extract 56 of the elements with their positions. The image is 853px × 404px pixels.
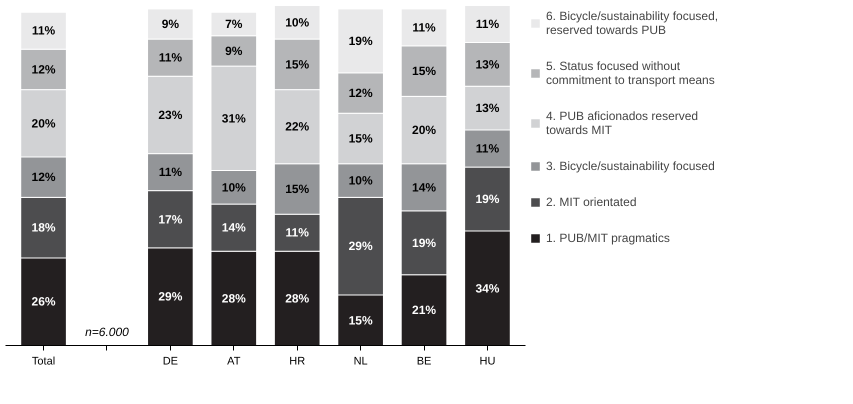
x-tick-label: NL (354, 356, 368, 368)
data-label: 28% (285, 291, 310, 306)
data-label: 13% (475, 57, 500, 72)
data-label: 11% (476, 17, 500, 32)
data-label: 29% (348, 239, 373, 254)
data-label: 11% (158, 50, 182, 65)
data-label: 19% (475, 192, 500, 206)
x-tick-label: DE (162, 356, 178, 368)
data-label: 11% (286, 226, 310, 240)
data-label: 23% (158, 108, 183, 122)
data-label: 9% (225, 44, 243, 58)
data-label: 15% (285, 182, 310, 196)
data-label: 14% (222, 220, 246, 235)
data-label: 21% (412, 303, 436, 318)
data-label: 10% (222, 180, 246, 194)
data-label: 17% (158, 212, 183, 226)
data-label: 10% (348, 174, 373, 188)
x-tick-label: HU (480, 356, 496, 368)
legend-label: 6. Bicycle/sustainability focused, reserved towards PUB (546, 9, 718, 37)
data-label: 28% (222, 291, 246, 306)
data-label: 11% (412, 20, 436, 34)
x-tick-label: AT (227, 356, 241, 368)
data-label: 20% (412, 123, 436, 138)
data-label: 9% (162, 17, 180, 32)
data-label: 15% (348, 131, 373, 146)
x-tick-label: BE (416, 356, 432, 368)
data-label: 15% (412, 64, 436, 78)
data-label: 11% (32, 24, 56, 38)
data-label: 11% (158, 165, 182, 180)
data-label: 12% (348, 86, 373, 100)
data-label: 19% (348, 34, 373, 48)
data-label: 10% (285, 15, 310, 30)
legend-label: 2. MIT orientated (546, 195, 636, 209)
data-label: 13% (475, 101, 500, 116)
legend-label: 5. Status focused without commitment to transport means (546, 59, 715, 87)
legend-label: 4. PUB aficionados reserved towards MIT (546, 109, 698, 137)
legend-label: 1. PUB/MIT pragmatics (546, 231, 670, 245)
data-label: 11% (476, 142, 500, 156)
data-label: 26% (32, 294, 56, 309)
data-label: 18% (32, 220, 56, 235)
data-label: 29% (158, 290, 183, 304)
data-label: 14% (412, 180, 436, 194)
data-label: 15% (348, 313, 373, 328)
legend-label: 3. Bicycle/sustainability focused (546, 159, 715, 173)
data-label: 15% (285, 57, 310, 72)
x-tick-label: Total (32, 356, 56, 368)
data-label: 12% (32, 170, 56, 184)
x-tick-label: HR (289, 356, 306, 368)
data-label: 20% (32, 116, 56, 130)
data-label: 12% (32, 62, 56, 76)
data-label: 31% (222, 111, 246, 126)
annotation: n=6.000 (85, 324, 130, 339)
data-label: 7% (225, 17, 243, 32)
data-label: 19% (412, 236, 436, 250)
data-label: 34% (475, 281, 500, 296)
data-label: 22% (285, 120, 310, 134)
